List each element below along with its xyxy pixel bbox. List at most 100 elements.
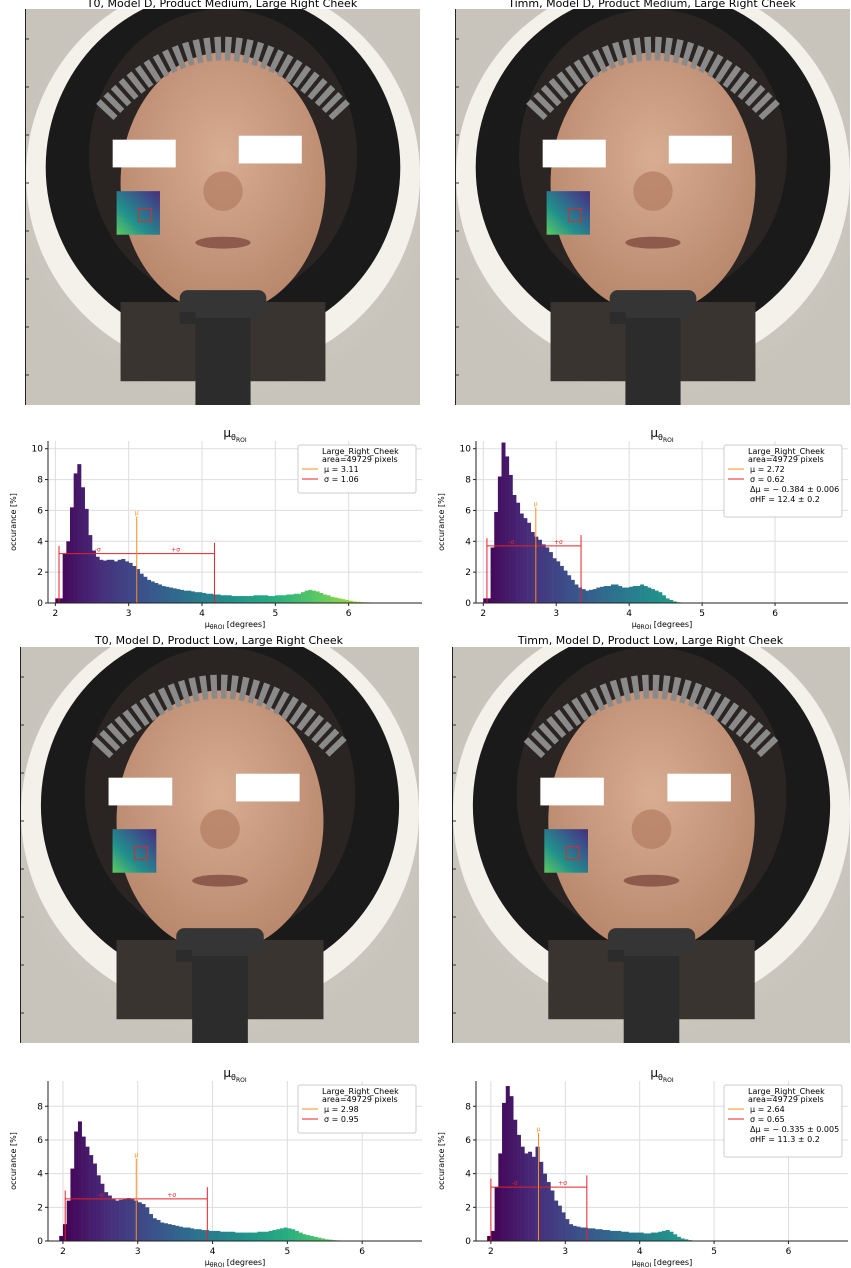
histogram-bar <box>106 559 111 603</box>
histogram-bar <box>276 1229 281 1241</box>
y-tick-label: 2 <box>465 1203 471 1213</box>
histogram-bar <box>662 1230 667 1241</box>
histogram-bar <box>183 590 188 603</box>
histogram-bar <box>264 1231 269 1241</box>
roi-box <box>567 208 582 223</box>
x-tick-label: 6 <box>772 609 778 619</box>
x-tick-label: 5 <box>272 609 278 619</box>
histogram-bar <box>145 1207 150 1241</box>
histogram-bar <box>654 590 659 603</box>
histogram-bar <box>193 1229 198 1241</box>
x-tick-label: 5 <box>284 1247 290 1257</box>
histogram-bar <box>669 599 674 603</box>
x-tick-label: 3 <box>553 609 559 619</box>
histogram-bar <box>520 1146 525 1241</box>
roi-box <box>133 846 149 861</box>
histogram-bar <box>636 586 641 603</box>
legend-box <box>297 444 417 494</box>
histogram-bar <box>490 1230 495 1241</box>
histogram-chart-2: μθROI -σ +σ μ 2 3 4 5 6 0 2 4 6 8 10 μθROI [degrees] occ… <box>428 425 851 631</box>
histogram-bar <box>137 1202 142 1241</box>
histogram-bar <box>202 592 206 603</box>
histogram-bar <box>220 595 225 603</box>
histogram-bar <box>152 1218 157 1241</box>
histogram-bar <box>527 522 532 603</box>
histogram-bar <box>632 1232 637 1241</box>
histogram-bar <box>321 1238 326 1241</box>
histogram-bar <box>319 592 324 603</box>
histogram-bar <box>186 1227 191 1241</box>
histogram-bar <box>125 561 129 603</box>
histogram-bar <box>589 589 594 603</box>
histogram-bar <box>535 1146 540 1241</box>
y-axis-label: occurance [%] <box>9 493 18 551</box>
y-tick-label: 4 <box>37 1170 43 1180</box>
histogram-bar <box>143 576 148 603</box>
histogram-bar <box>606 1230 611 1241</box>
histogram-bar <box>66 1200 71 1241</box>
histogram-bar <box>150 581 155 603</box>
histogram-chart-4: μθROI -σ +σ μ 2 3 4 5 6 0 2 4 6 8 μθROI [degrees] occur… <box>428 1065 851 1268</box>
roi-box <box>137 208 152 223</box>
histogram-bar <box>272 1230 277 1241</box>
chart-title: μθROI <box>650 426 673 444</box>
histogram-bar <box>163 1223 168 1241</box>
x-tick-label: 5 <box>711 1247 717 1257</box>
histogram-bar <box>531 1156 536 1241</box>
histogram-bar <box>224 595 228 603</box>
histogram-bar <box>154 582 159 603</box>
histogram-bar <box>569 1224 574 1241</box>
y-axis-label: occurance [%] <box>9 1132 18 1190</box>
x-tick-label: 5 <box>699 609 705 619</box>
histogram-bar <box>628 1232 633 1241</box>
legend-title: Large_Right_Cheek <box>322 1087 399 1096</box>
histogram-bar <box>523 518 528 603</box>
legend-title: Large_Right_Cheek <box>748 1087 825 1096</box>
x-tick-label: 4 <box>637 1247 643 1257</box>
histogram-bar <box>505 1086 510 1241</box>
histogram-bar <box>591 1228 596 1241</box>
panel-title-1: T0, Model D, Product Medium, Large Right… <box>86 0 358 10</box>
histogram-bar <box>621 587 626 603</box>
histogram-bar <box>610 584 615 603</box>
chin-rest <box>623 932 680 1043</box>
histogram-bar <box>534 536 539 603</box>
histogram-bar <box>317 1237 322 1241</box>
minus-sigma-label: -σ <box>98 1192 104 1199</box>
mean-label: μ <box>534 500 538 507</box>
y-tick-label: 6 <box>465 1136 471 1146</box>
histogram-bar <box>486 598 491 603</box>
legend-entry: σHF = 12.4 ± 0.2 <box>750 495 820 504</box>
censor-bar-left <box>542 139 606 168</box>
histogram-bar <box>578 587 583 603</box>
nose <box>200 809 240 849</box>
legend-entry: Δμ = − 0.335 ± 0.005 <box>750 1125 839 1134</box>
x-tick-label: 3 <box>562 1247 568 1257</box>
x-tick-label: 3 <box>135 1247 141 1257</box>
histogram-bar <box>576 1226 581 1241</box>
histogram-bar <box>665 598 670 603</box>
mean-label: μ <box>135 510 139 517</box>
histogram-bar <box>598 1229 603 1241</box>
histogram-bar <box>205 593 210 603</box>
y-tick-label: 8 <box>37 476 43 486</box>
histogram-bar <box>169 587 173 603</box>
histogram-bar <box>279 595 283 603</box>
histogram-bar <box>596 587 601 603</box>
histogram-bar <box>542 1173 547 1241</box>
histogram-bar <box>647 587 652 603</box>
minus-sigma-label: -σ <box>95 547 101 554</box>
histogram-bar <box>182 1227 187 1241</box>
histogram-bar <box>176 589 181 603</box>
panel-title-2-text: Timm, Model D, Product Medium, Large Rig… <box>508 0 796 10</box>
nose <box>203 171 243 211</box>
histogram-bar <box>282 595 287 603</box>
face-photo-3 <box>20 647 419 1043</box>
histogram-bar <box>315 591 320 603</box>
histogram-bar <box>161 586 166 603</box>
legend-subtitle: area=49729 pixels <box>748 455 824 464</box>
mouth <box>195 236 251 249</box>
histogram-bar <box>297 593 302 603</box>
histogram-bar <box>130 1198 135 1241</box>
histogram-bar <box>253 595 258 603</box>
